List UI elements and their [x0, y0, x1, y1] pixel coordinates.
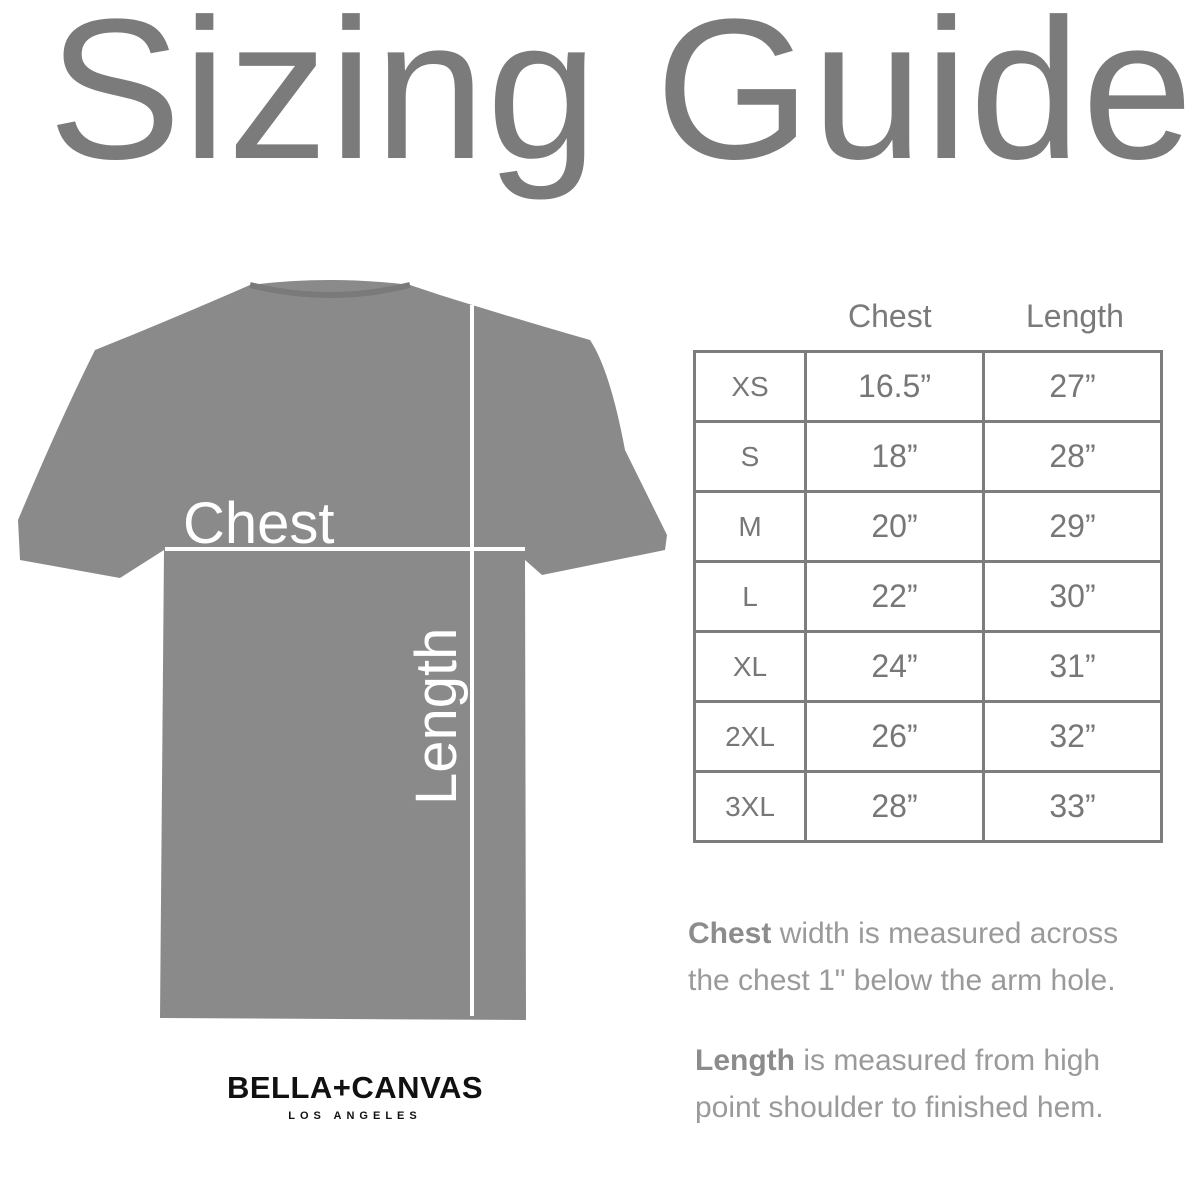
tshirt-collar	[249, 282, 411, 298]
brand-logo: BELLA+CANVAS LOS ANGELES	[200, 1070, 510, 1140]
logo-name: BELLA+CANVAS	[226, 1070, 484, 1105]
chest-cell: 26”	[804, 700, 985, 773]
size-cell: 3XL	[693, 770, 807, 843]
length-label: Length	[404, 627, 469, 805]
length-cell: 30”	[982, 560, 1163, 633]
size-cell: 2XL	[693, 700, 807, 773]
column-header-length: Length	[1026, 298, 1124, 334]
table-row: XS 16.5” 27”	[693, 350, 1163, 423]
page-title: Sizing Guide	[48, 0, 1194, 201]
size-cell: M	[693, 490, 807, 563]
column-header-chest: Chest	[848, 298, 932, 334]
length-cell: 32”	[982, 700, 1163, 773]
size-cell: XL	[693, 630, 807, 703]
length-cell: 27”	[982, 350, 1163, 423]
chest-note-text-2: the chest 1" below the arm hole.	[688, 964, 1116, 997]
table-row: XL 24” 31”	[693, 630, 1163, 703]
chest-note-text: width is measured across	[771, 917, 1119, 950]
length-note-text: is measured from high	[794, 1044, 1101, 1077]
tshirt-illustration	[18, 280, 667, 1020]
length-cell: 28”	[982, 420, 1163, 493]
chest-cell: 18”	[804, 420, 985, 493]
table-row: S 18” 28”	[693, 420, 1163, 493]
chest-cell: 20”	[804, 490, 985, 563]
chest-cell: 22”	[804, 560, 985, 633]
table-row: L 22” 30”	[693, 560, 1163, 633]
table-row: M 20” 29”	[693, 490, 1163, 563]
length-note: Length is measured from high point shoul…	[695, 1037, 1104, 1131]
table-row: 2XL 26” 32”	[693, 700, 1163, 773]
chest-cell: 16.5”	[804, 350, 985, 423]
length-cell: 33”	[982, 770, 1163, 843]
logo-tagline: LOS ANGELES	[288, 1110, 422, 1122]
chest-cell: 28”	[804, 770, 985, 843]
length-cell: 29”	[982, 490, 1163, 563]
table-row: 3XL 28” 33”	[693, 770, 1163, 843]
tshirt-shape	[18, 280, 667, 1020]
chest-note-term: Chest	[688, 917, 772, 950]
size-table: XS 16.5” 27” S 18” 28” M 20” 29” L 22” 30” XL 24” 31” 2…	[693, 350, 1163, 843]
chest-note: Chest width is measured across the chest…	[688, 910, 1118, 1004]
size-cell: XS	[693, 350, 807, 423]
chest-label: Chest	[183, 491, 335, 556]
length-note-text-2: point shoulder to finished hem.	[695, 1091, 1104, 1124]
chest-cell: 24”	[804, 630, 985, 703]
length-cell: 31”	[982, 630, 1163, 703]
size-cell: L	[693, 560, 807, 633]
length-note-term: Length	[695, 1044, 795, 1077]
size-cell: S	[693, 420, 807, 493]
